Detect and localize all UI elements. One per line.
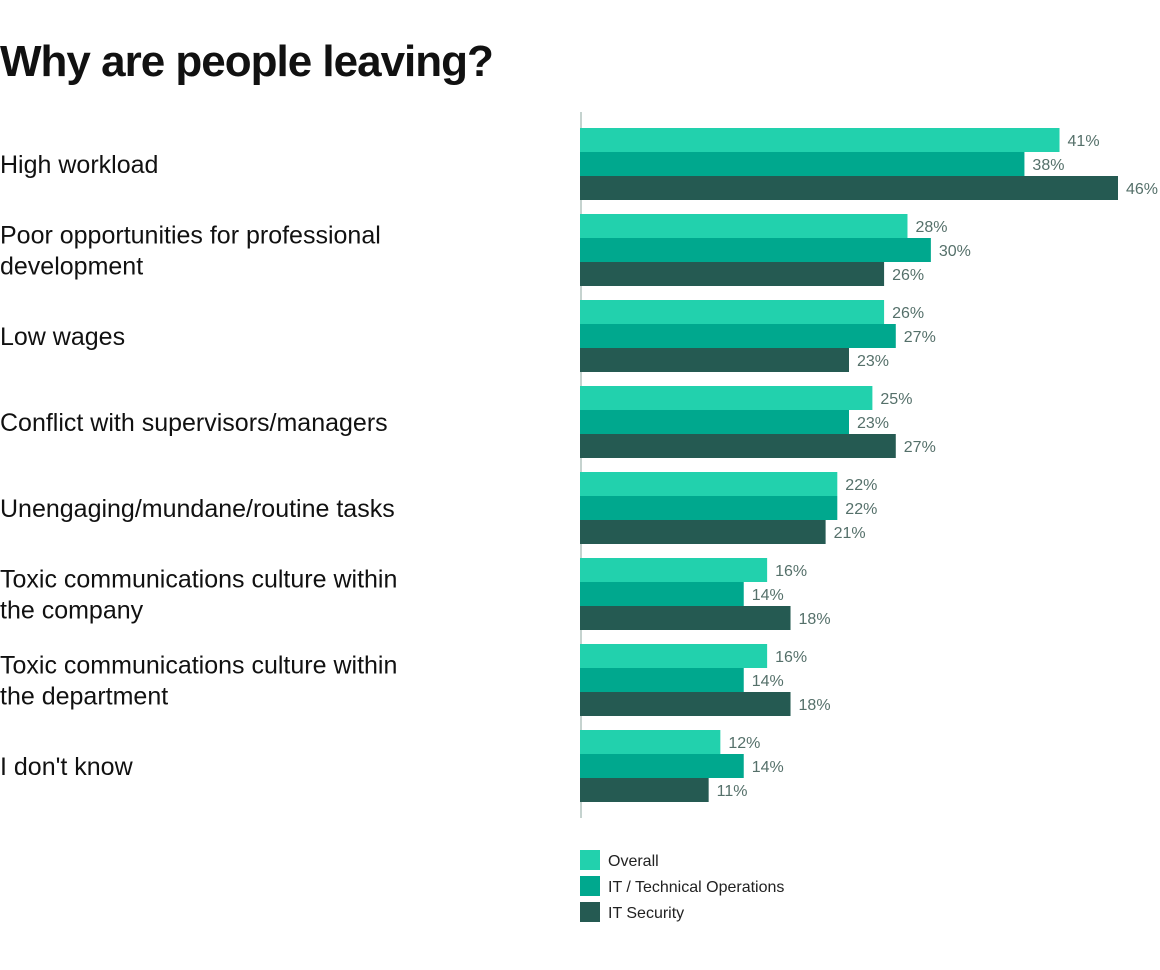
bar — [580, 496, 838, 520]
category-label: Toxic communications culture within — [0, 566, 397, 594]
legend-swatch — [580, 902, 600, 922]
bar — [580, 582, 744, 606]
chart-title: Why are people leaving? — [0, 37, 493, 86]
legend-swatch — [580, 850, 600, 870]
bar — [580, 176, 1118, 200]
data-label: 27% — [904, 439, 936, 456]
data-label: 27% — [904, 329, 936, 346]
bar — [580, 348, 849, 372]
data-label: 18% — [799, 611, 831, 628]
bar — [580, 152, 1025, 176]
data-label: 41% — [1068, 133, 1100, 150]
category-label: Conflict with supervisors/managers — [0, 409, 388, 437]
data-label: 23% — [857, 353, 889, 370]
category-labels: High workload Poor opportunities for prof… — [0, 151, 397, 781]
data-label: 38% — [1032, 157, 1064, 174]
bar — [580, 472, 838, 496]
data-label: 14% — [752, 759, 784, 776]
bar — [580, 128, 1060, 152]
category-label: development — [0, 253, 143, 281]
category-label: the company — [0, 597, 144, 625]
category-label: High workload — [0, 151, 158, 179]
bar — [580, 386, 873, 410]
bar — [580, 410, 849, 434]
data-label: 16% — [775, 563, 807, 580]
category-label: the department — [0, 683, 168, 711]
bar — [580, 606, 791, 630]
bar — [580, 730, 721, 754]
data-label: 25% — [880, 391, 912, 408]
bar — [580, 558, 768, 582]
bar — [580, 754, 744, 778]
legend-label: IT / Technical Operations — [608, 879, 784, 896]
category-label: Unengaging/mundane/routine tasks — [0, 495, 395, 523]
data-label: 22% — [845, 501, 877, 518]
data-label: 26% — [892, 267, 924, 284]
data-label: 22% — [845, 477, 877, 494]
bars — [580, 128, 1118, 802]
category-label: Poor opportunities for professional — [0, 222, 381, 250]
bar — [580, 434, 896, 458]
category-label: Low wages — [0, 323, 125, 351]
legend-label: IT Security — [608, 905, 684, 922]
data-label: 21% — [834, 525, 866, 542]
bar — [580, 262, 885, 286]
data-label: 16% — [775, 649, 807, 666]
category-label: Toxic communications culture within — [0, 652, 397, 680]
category-label: I don't know — [0, 753, 134, 781]
data-label: 26% — [892, 305, 924, 322]
data-label: 23% — [857, 415, 889, 432]
bar — [580, 300, 885, 324]
bar — [580, 520, 826, 544]
legend: Overall IT / Technical Operations IT Secur… — [580, 850, 784, 922]
data-label: 14% — [752, 587, 784, 604]
bar — [580, 668, 744, 692]
bar — [580, 778, 709, 802]
data-label: 11% — [717, 783, 748, 800]
legend-swatch — [580, 876, 600, 896]
data-label: 46% — [1126, 181, 1158, 198]
data-label: 18% — [799, 697, 831, 714]
bar — [580, 324, 896, 348]
data-label: 14% — [752, 673, 784, 690]
legend-label: Overall — [608, 853, 659, 870]
bar — [580, 644, 768, 668]
value-labels: 41%38% 46% 28% 30% 26% 26% 27% 23% 25% 23% 27% 22% 2… — [717, 133, 1158, 800]
bar — [580, 214, 908, 238]
data-label: 30% — [939, 243, 971, 260]
data-label: 12% — [728, 735, 760, 752]
bar — [580, 238, 931, 262]
data-label: 28% — [915, 219, 947, 236]
bar — [580, 692, 791, 716]
